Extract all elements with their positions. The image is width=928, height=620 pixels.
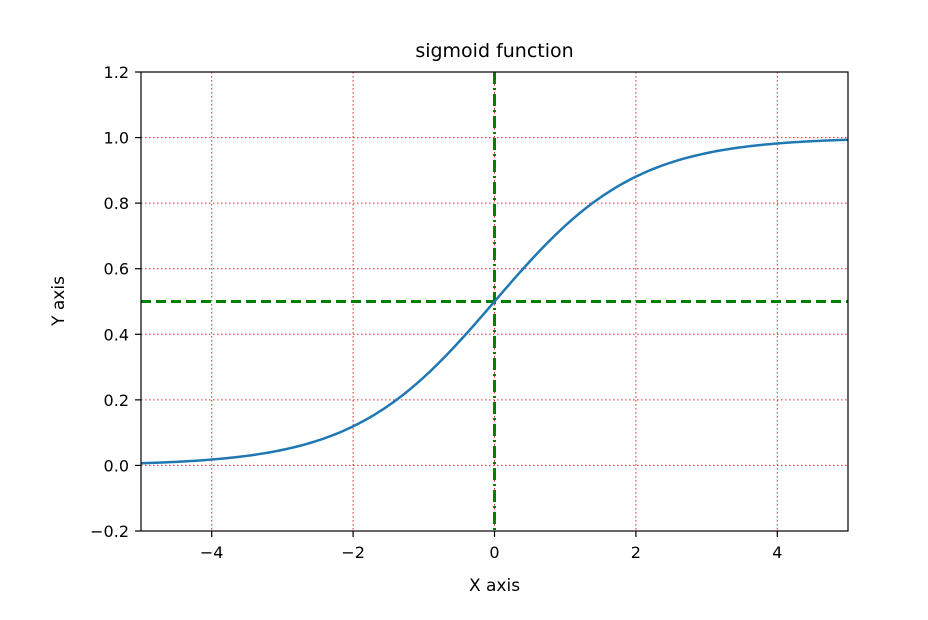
y-tick-label: 1.0: [104, 129, 129, 148]
y-tick-label: 1.2: [104, 63, 129, 82]
x-tick-label: 2: [631, 543, 641, 562]
x-axis-label: X axis: [469, 576, 520, 596]
y-tick-label: 0.8: [104, 194, 129, 213]
y-tick-label: 0.6: [104, 260, 129, 279]
y-tick-label: 0.2: [104, 391, 129, 410]
y-tick-label: 0.4: [104, 325, 129, 344]
x-tick-label: 4: [772, 543, 782, 562]
chart-title: sigmoid function: [415, 40, 573, 62]
y-tick-label: −0.2: [90, 522, 129, 541]
x-tick-label: 0: [489, 543, 499, 562]
y-axis-label: Y axis: [49, 276, 69, 327]
x-tick-label: −2: [341, 543, 365, 562]
y-tick-label: 0.0: [104, 456, 129, 475]
x-tick-label: −4: [200, 543, 224, 562]
